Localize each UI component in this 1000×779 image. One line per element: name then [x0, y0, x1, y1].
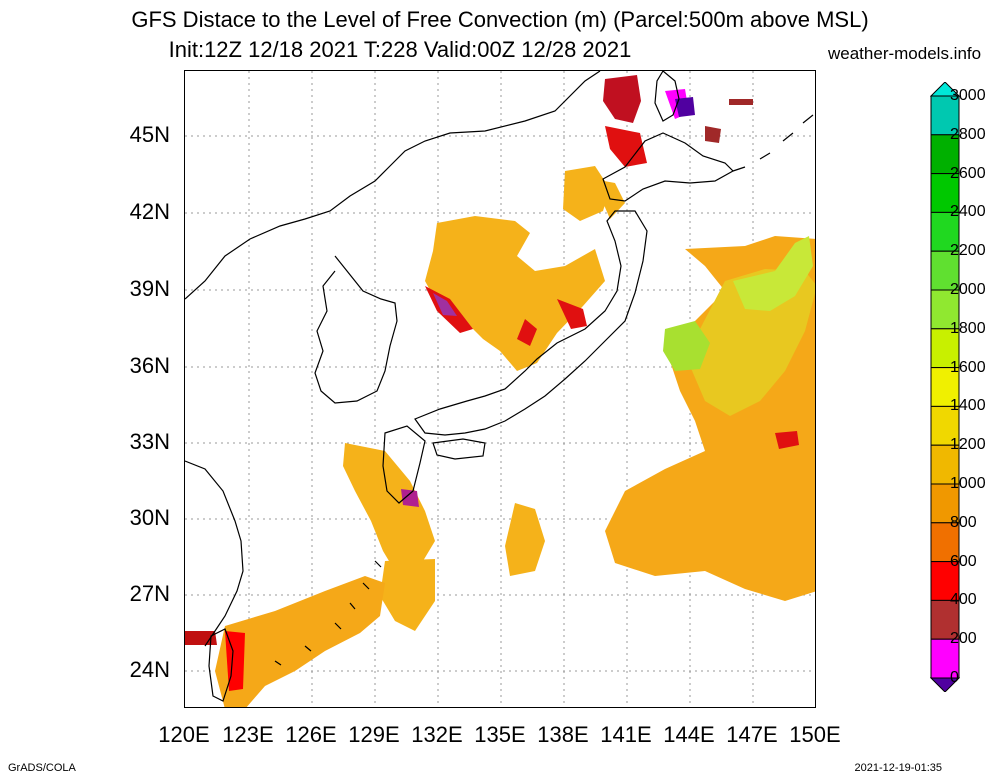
colorbar-label: 800 [950, 513, 977, 531]
colorbar-segment [930, 328, 960, 369]
lat-label: 45N [129, 122, 170, 147]
colorbar-label: 200 [950, 630, 977, 648]
colorbar-label: 1400 [950, 397, 986, 415]
colorbar-label: 600 [950, 552, 977, 570]
colorbar-label: 2800 [950, 125, 986, 143]
colorbar-label: 1800 [950, 319, 986, 337]
lat-label: 33N [129, 429, 170, 454]
footer-left: GrADS/COLA [8, 762, 76, 774]
colorbar-segment [930, 522, 960, 563]
colorbar-segment [930, 289, 960, 330]
map-panel [184, 70, 816, 708]
colorbar-label: 2400 [950, 203, 986, 221]
colorbar-segment [930, 95, 960, 136]
lat-label: 27N [129, 581, 170, 606]
lat-label: 30N [129, 505, 170, 530]
colorbar-label: 1200 [950, 436, 986, 454]
colorbar-segment [930, 561, 960, 601]
map-canvas [185, 71, 815, 707]
colorbar-segment [930, 211, 960, 252]
lon-label: 138E [537, 722, 589, 747]
colorbar-label: 1000 [950, 475, 986, 492]
colorbar-bottom-arrow [930, 677, 960, 692]
colorbar-label: 3000 [950, 87, 986, 104]
colorbar-label: 400 [950, 591, 977, 609]
lon-label: 135E [474, 722, 526, 747]
colorbar-segment [930, 599, 960, 640]
colorbar-segment [930, 367, 960, 407]
lon-label: 147E [726, 722, 778, 747]
lon-label: 132E [411, 722, 463, 747]
lat-label: 42N [129, 199, 170, 224]
lat-label: 36N [129, 353, 170, 378]
colorbar-label: 2200 [950, 242, 986, 260]
lon-label: 123E [222, 722, 274, 747]
lon-label: 120E [158, 722, 210, 747]
colorbar-segment [930, 638, 960, 679]
colorbar [930, 82, 960, 692]
lon-label: 150E [789, 722, 841, 747]
site-label: weather-models.info [828, 44, 982, 63]
colorbar-label: 1600 [950, 358, 986, 376]
colorbar-segment [930, 444, 960, 485]
lon-label: 129E [348, 722, 400, 747]
colorbar-label: 2600 [950, 164, 986, 182]
colorbar-label: 2000 [950, 281, 986, 298]
map-title-line1: GFS Distace to the Level of Free Convect… [131, 7, 869, 32]
lat-label: 24N [129, 657, 170, 682]
footer-right: 2021-12-19-01:35 [854, 762, 942, 774]
lon-label: 126E [285, 722, 337, 747]
colorbar-label: 0 [950, 669, 959, 686]
lon-label: 144E [663, 722, 715, 747]
map-title-line2: Init:12Z 12/18 2021 T:228 Valid:00Z 12/2… [168, 37, 632, 62]
colorbar-segment [930, 250, 960, 291]
colorbar-segment [930, 483, 960, 524]
lat-label: 39N [129, 276, 170, 301]
colorbar-segment [930, 173, 960, 213]
colorbar-segment [930, 405, 960, 446]
lon-label: 141E [600, 722, 652, 747]
